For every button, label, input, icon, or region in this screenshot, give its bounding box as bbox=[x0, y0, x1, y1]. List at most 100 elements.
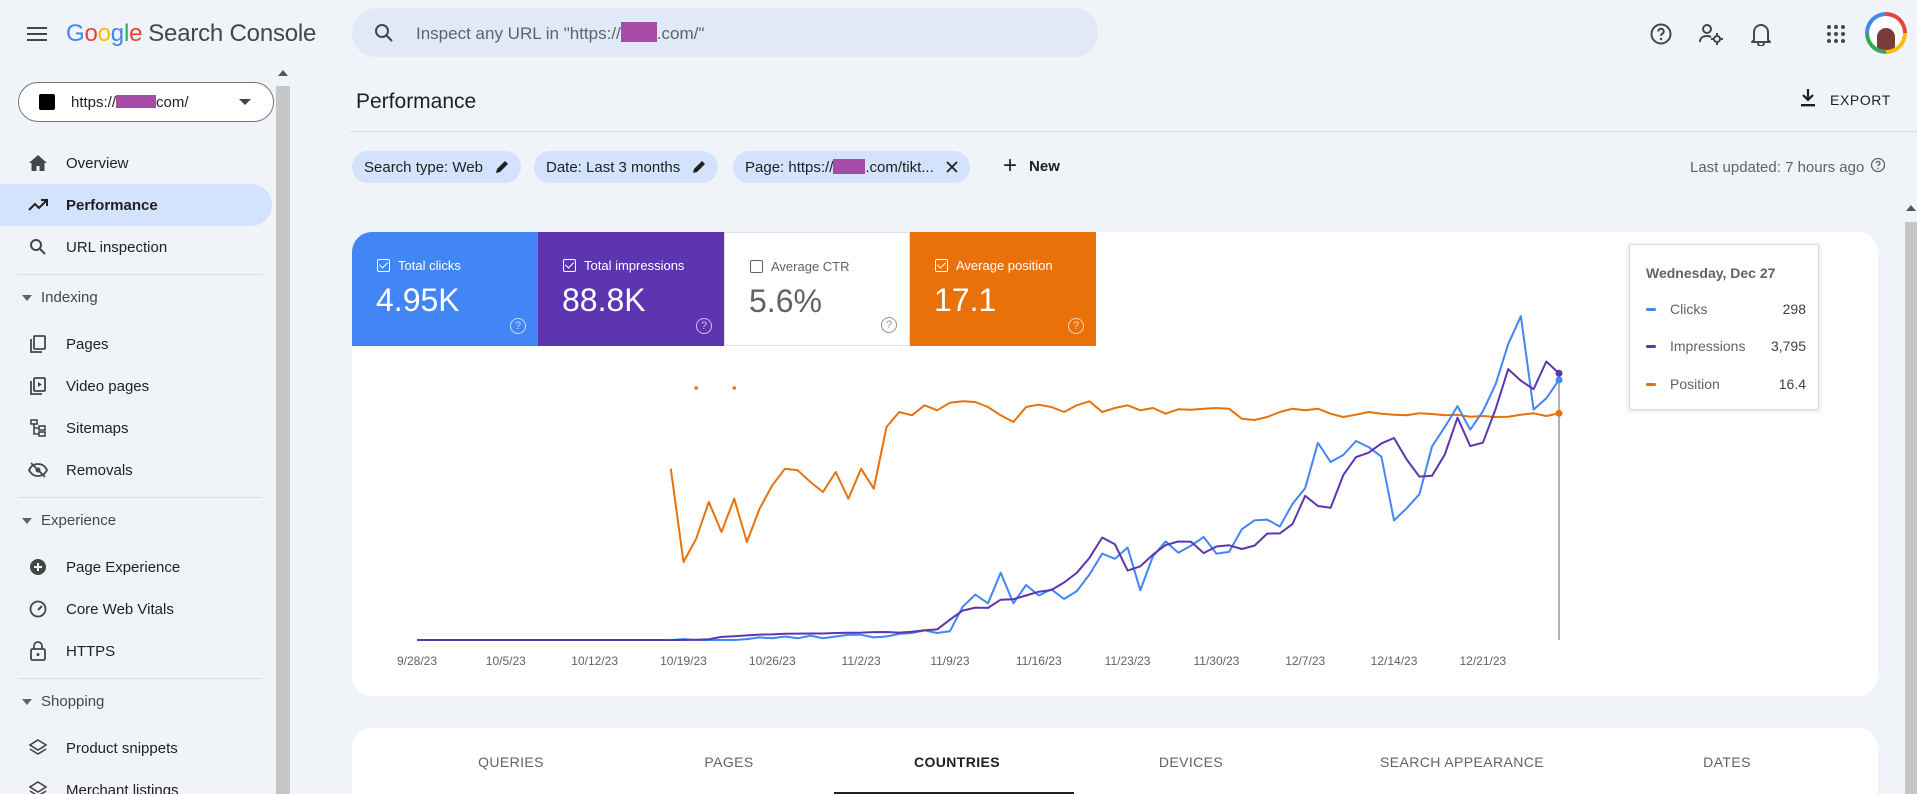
tooltip-date: Wednesday, Dec 27 bbox=[1646, 265, 1776, 281]
help-icon[interactable]: ? bbox=[510, 318, 526, 334]
sidebar-item-merchant-listings[interactable]: Merchant listings bbox=[0, 769, 272, 794]
sidebar-item-pages[interactable]: Pages bbox=[0, 323, 272, 365]
sidebar-item-product-snippets[interactable]: Product snippets bbox=[0, 727, 272, 769]
new-filter-button[interactable]: + New bbox=[1003, 154, 1060, 178]
sidebar-scrollbar[interactable] bbox=[274, 66, 290, 794]
search-placeholder[interactable]: Inspect any URL in "https:// .com/" bbox=[416, 21, 704, 44]
property-selector[interactable]: https:// com/ bbox=[18, 82, 274, 122]
edit-icon[interactable] bbox=[495, 160, 509, 174]
scroll-up-icon[interactable] bbox=[278, 70, 288, 76]
url-inspect-search[interactable]: Inspect any URL in "https:// .com/" bbox=[352, 8, 1098, 57]
x-axis-tick-label: 11/2/23 bbox=[842, 654, 881, 668]
collapse-caret-icon bbox=[22, 518, 32, 524]
section-indexing[interactable]: Indexing bbox=[0, 275, 272, 323]
export-button[interactable]: EXPORT bbox=[1800, 88, 1891, 111]
user-settings-icon[interactable] bbox=[1693, 16, 1729, 52]
property-url: https:// com/ bbox=[71, 94, 189, 111]
new-label: New bbox=[1029, 157, 1060, 175]
sidebar-item-video-pages[interactable]: Video pages bbox=[0, 365, 272, 407]
help-icon[interactable]: ? bbox=[1068, 318, 1084, 334]
tab-queries[interactable]: QUERIES bbox=[478, 754, 544, 770]
scrollbar-thumb[interactable] bbox=[1905, 222, 1917, 794]
metric-label: Total impressions bbox=[584, 258, 685, 273]
sidebar-item-label: URL inspection bbox=[66, 238, 168, 256]
section-experience[interactable]: Experience bbox=[0, 498, 272, 546]
sidebar-item-removals[interactable]: Removals bbox=[0, 449, 272, 491]
sidebar-item-label: Sitemaps bbox=[66, 419, 129, 437]
filter-chip-search-type[interactable]: Search type: Web bbox=[352, 151, 521, 183]
tooltip-label: Position bbox=[1670, 376, 1720, 392]
sidebar-item-https[interactable]: HTTPS bbox=[0, 630, 272, 672]
series-line-impressions bbox=[417, 360, 1560, 641]
notifications-icon[interactable] bbox=[1743, 16, 1779, 52]
scroll-up-icon[interactable] bbox=[1906, 205, 1916, 211]
divider bbox=[18, 497, 262, 498]
sidebar: https:// com/ Overview Performance URL in… bbox=[0, 66, 290, 794]
main-scrollbar[interactable] bbox=[1905, 200, 1917, 794]
checkbox-icon[interactable] bbox=[750, 260, 763, 273]
help-icon[interactable] bbox=[1643, 16, 1679, 52]
legend-swatch bbox=[1646, 382, 1656, 386]
sidebar-item-sitemaps[interactable]: Sitemaps bbox=[0, 407, 272, 449]
divider bbox=[18, 678, 262, 679]
tab-search-appearance[interactable]: SEARCH APPEARANCE bbox=[1380, 754, 1544, 770]
performance-chart[interactable]: 9/28/23 10/5/23 10/12/23 10/19/23 10/26/23 11… bbox=[352, 232, 1878, 696]
section-title: Experience bbox=[41, 512, 117, 529]
sidebar-item-label: Merchant listings bbox=[66, 781, 179, 794]
sidebar-item-label: Performance bbox=[66, 196, 158, 214]
trending-up-icon bbox=[28, 195, 48, 215]
edit-icon[interactable] bbox=[692, 160, 706, 174]
checkbox-icon[interactable] bbox=[377, 259, 390, 272]
close-icon[interactable] bbox=[946, 161, 958, 173]
chip-label-suffix: .com/tikt... bbox=[865, 158, 934, 176]
apps-grid-icon[interactable] bbox=[1818, 16, 1854, 52]
video-pages-icon bbox=[28, 376, 48, 396]
metric-total-impressions[interactable]: Total impressions 88.8K ? bbox=[538, 232, 724, 346]
series-line-position bbox=[669, 400, 1560, 563]
help-icon[interactable]: ? bbox=[696, 318, 712, 334]
logo-letter: l bbox=[123, 20, 130, 47]
page-title: Performance bbox=[356, 90, 477, 113]
sidebar-item-label: Core Web Vitals bbox=[66, 600, 174, 618]
sitemap-icon bbox=[28, 418, 48, 438]
help-icon[interactable]: ? bbox=[881, 317, 897, 333]
metric-average-ctr[interactable]: Average CTR 5.6% ? bbox=[724, 232, 910, 346]
sidebar-item-label: Page Experience bbox=[66, 558, 181, 576]
divider bbox=[18, 274, 262, 275]
tab-devices[interactable]: DEVICES bbox=[1158, 754, 1224, 770]
x-axis-tick-label: 11/23/23 bbox=[1105, 654, 1151, 668]
x-axis-tick-label: 11/30/23 bbox=[1193, 654, 1239, 668]
position-end-marker bbox=[1555, 409, 1563, 417]
position-point bbox=[694, 386, 698, 390]
avatar[interactable] bbox=[1865, 12, 1907, 54]
plus-circle-icon bbox=[28, 557, 48, 577]
x-axis-tick-label: 12/14/23 bbox=[1371, 654, 1418, 668]
x-axis-tick-label: 9/28/23 bbox=[397, 654, 437, 668]
tooltip-row-impressions: Impressions 3,795 bbox=[1646, 336, 1806, 356]
section-shopping[interactable]: Shopping bbox=[0, 679, 272, 727]
metric-average-position[interactable]: Average position 17.1 ? bbox=[910, 232, 1096, 346]
checkbox-icon[interactable] bbox=[935, 259, 948, 272]
menu-icon[interactable] bbox=[22, 19, 52, 49]
sidebar-item-page-experience[interactable]: Page Experience bbox=[0, 546, 272, 588]
search-icon bbox=[370, 23, 398, 43]
search-placeholder-prefix: Inspect any URL in "https:// bbox=[416, 23, 621, 43]
tab-countries[interactable]: COUNTRIES bbox=[913, 754, 1001, 770]
tab-pages[interactable]: PAGES bbox=[704, 754, 754, 770]
sidebar-item-performance[interactable]: Performance bbox=[0, 184, 272, 226]
impressions-end-marker bbox=[1555, 369, 1563, 377]
tooltip-row-position: Position 16.4 bbox=[1646, 374, 1806, 394]
tab-dates[interactable]: DATES bbox=[1703, 754, 1751, 770]
sidebar-item-url-inspection[interactable]: URL inspection bbox=[0, 226, 272, 268]
filter-chip-page[interactable]: Page: https:// .com/tikt... bbox=[733, 151, 970, 183]
sidebar-item-overview[interactable]: Overview bbox=[0, 142, 272, 184]
help-icon[interactable] bbox=[1870, 157, 1886, 177]
filter-chip-date[interactable]: Date: Last 3 months bbox=[534, 151, 719, 183]
sidebar-item-core-web-vitals[interactable]: Core Web Vitals bbox=[0, 588, 272, 630]
checkbox-icon[interactable] bbox=[563, 259, 576, 272]
metric-value: 4.95K bbox=[376, 282, 460, 318]
metric-total-clicks[interactable]: Total clicks 4.95K ? bbox=[352, 232, 538, 346]
scrollbar-thumb[interactable] bbox=[276, 86, 290, 794]
last-updated-text: Last updated: 7 hours ago bbox=[1690, 158, 1865, 176]
google-search-console-logo[interactable]: Google Search Console bbox=[66, 20, 316, 48]
